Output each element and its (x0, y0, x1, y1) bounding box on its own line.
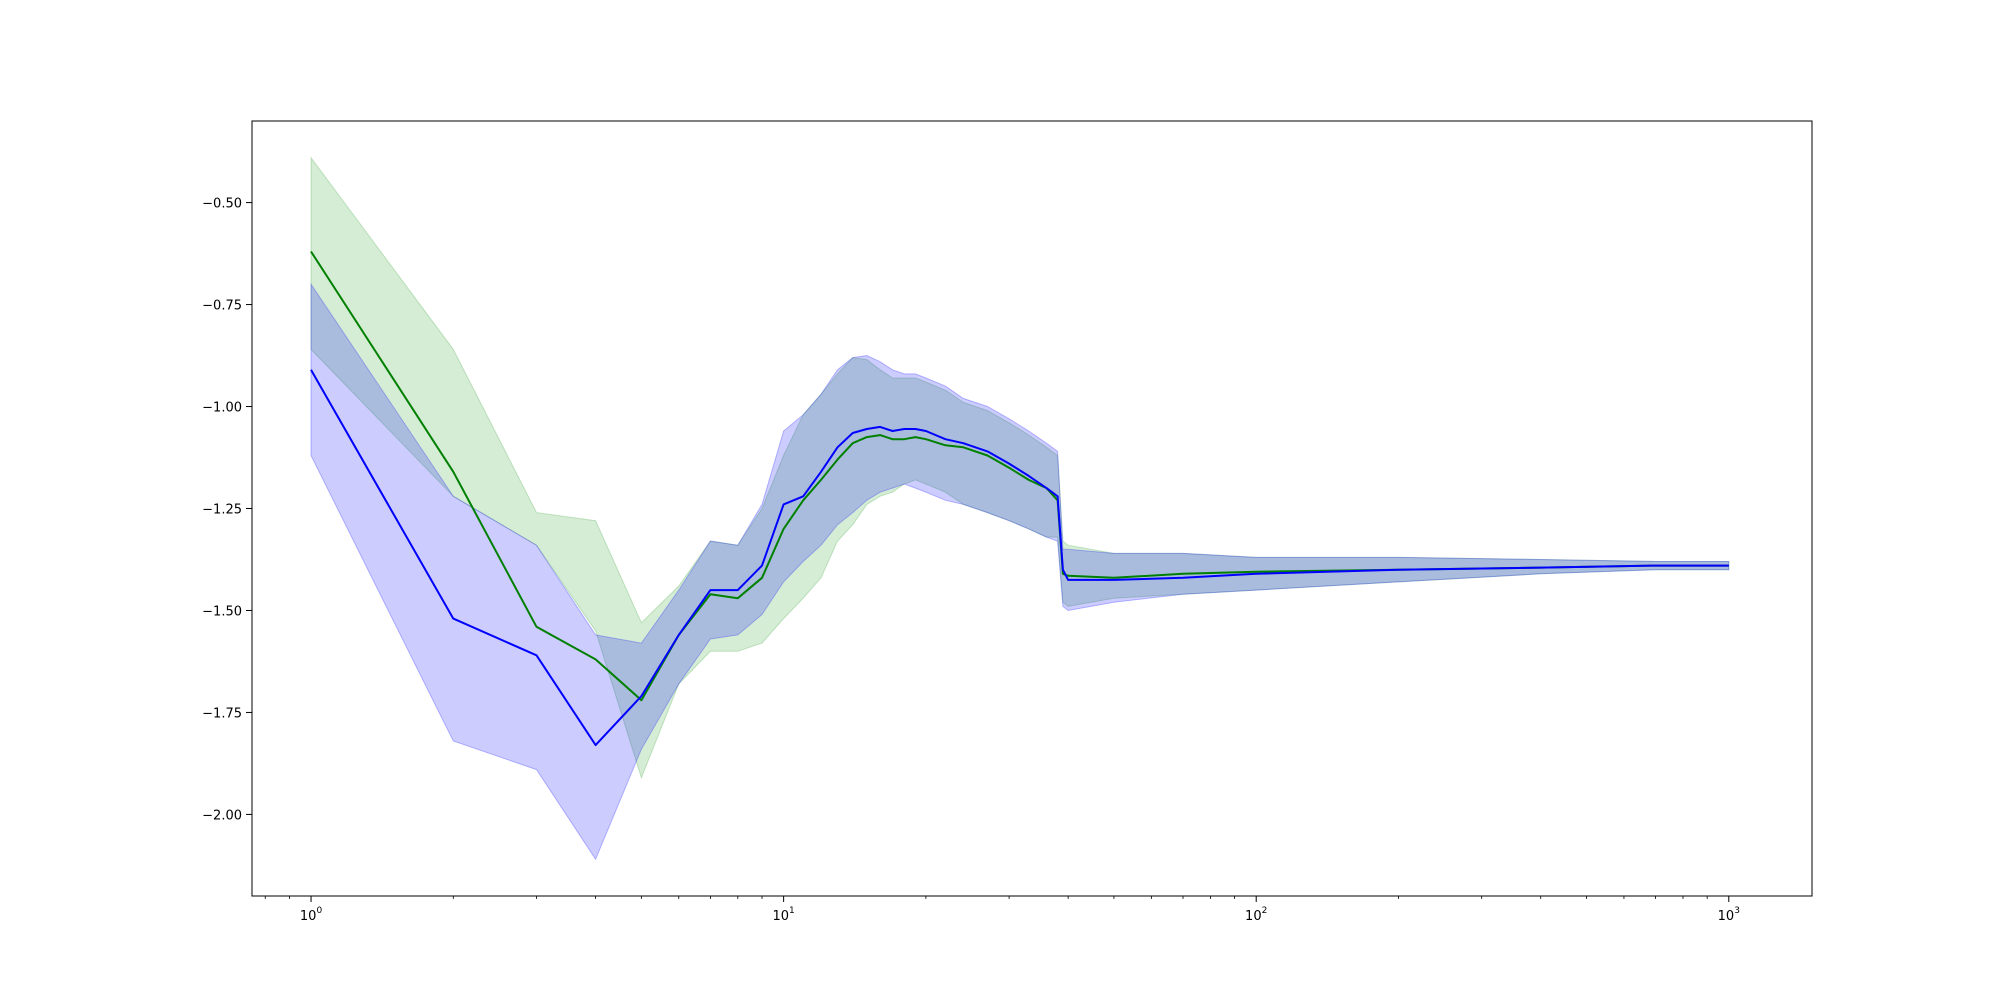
y-tick-label: −1.75 (202, 706, 242, 721)
y-tick-label: −2.00 (202, 808, 242, 823)
y-tick-label: −0.75 (202, 299, 242, 314)
y-tick-label: −1.00 (202, 401, 242, 416)
y-tick-label: −0.50 (202, 197, 242, 212)
y-tick-label: −1.25 (202, 503, 242, 518)
series-2-band (310, 282, 1730, 861)
series-1-line (310, 250, 1729, 702)
x-tick-exponent: 2 (1262, 906, 1268, 916)
x-tick-exponent: 0 (316, 906, 322, 916)
x-axis: 100 101 102 103 (264, 896, 1740, 924)
x-tick-exponent: 3 (1734, 906, 1740, 916)
y-axis: −0.50 −0.75 −1.00 −1.25 −1.50 −1.75 −2.00 (202, 197, 252, 823)
series-1-band (310, 156, 1730, 780)
x-tick-label: 101 (772, 906, 794, 924)
x-tick-label: 103 (1718, 906, 1740, 924)
x-tick-label: 102 (1245, 906, 1267, 924)
y-tick-label: −1.50 (202, 604, 242, 619)
x-tick-label: 100 (300, 906, 323, 924)
x-tick-exponent: 1 (789, 906, 795, 916)
confidence-bands (310, 156, 1730, 861)
series-lines (310, 250, 1729, 747)
series-2-line (310, 369, 1729, 747)
